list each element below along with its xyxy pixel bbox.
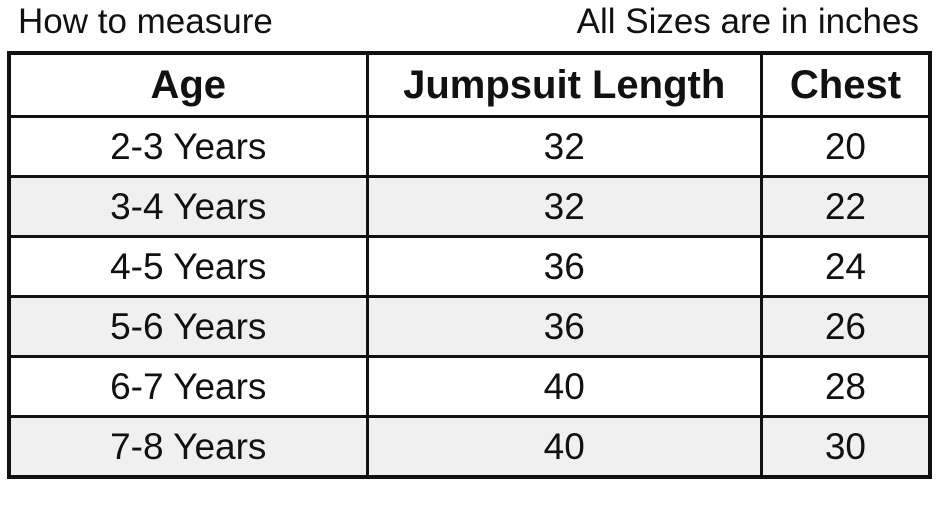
chest-cell: 20 bbox=[759, 115, 932, 178]
age-cell: 4-5 Years bbox=[7, 235, 369, 298]
table-row: 4-5 Years 36 24 bbox=[7, 235, 932, 298]
jumpsuit-length-cell: 40 bbox=[365, 355, 763, 418]
chest-cell: 28 bbox=[759, 355, 932, 418]
jumpsuit-length-cell: 36 bbox=[365, 295, 763, 358]
table-row: 6-7 Years 40 28 bbox=[7, 355, 932, 418]
chest-cell: 22 bbox=[759, 175, 932, 238]
table-row: 5-6 Years 36 26 bbox=[7, 295, 932, 358]
age-cell: 2-3 Years bbox=[7, 115, 369, 178]
age-cell: 3-4 Years bbox=[7, 175, 369, 238]
jumpsuit-length-cell: 40 bbox=[365, 415, 763, 479]
size-chart-table: Age Jumpsuit Length Chest 2-3 Years 32 20 3… bbox=[7, 51, 932, 479]
table-row: 7-8 Years 40 30 bbox=[7, 415, 932, 479]
chest-cell: 24 bbox=[759, 235, 932, 298]
header-row: Age Jumpsuit Length Chest bbox=[7, 51, 932, 118]
units-note: All Sizes are in inches bbox=[576, 2, 919, 41]
age-cell: 5-6 Years bbox=[7, 295, 369, 358]
table-row: 3-4 Years 32 22 bbox=[7, 175, 932, 238]
chest-cell: 26 bbox=[759, 295, 932, 358]
how-to-measure-label: How to measure bbox=[18, 2, 273, 41]
age-cell: 7-8 Years bbox=[7, 415, 369, 479]
jumpsuit-length-cell: 32 bbox=[365, 115, 763, 178]
jumpsuit-length-cell: 36 bbox=[365, 235, 763, 298]
chest-cell: 30 bbox=[759, 415, 932, 479]
header-age: Age bbox=[7, 51, 369, 118]
age-cell: 6-7 Years bbox=[7, 355, 369, 418]
header-chest: Chest bbox=[759, 51, 932, 118]
table-row: 2-3 Years 32 20 bbox=[7, 115, 932, 178]
jumpsuit-length-cell: 32 bbox=[365, 175, 763, 238]
header-jumpsuit-length: Jumpsuit Length bbox=[365, 51, 763, 118]
